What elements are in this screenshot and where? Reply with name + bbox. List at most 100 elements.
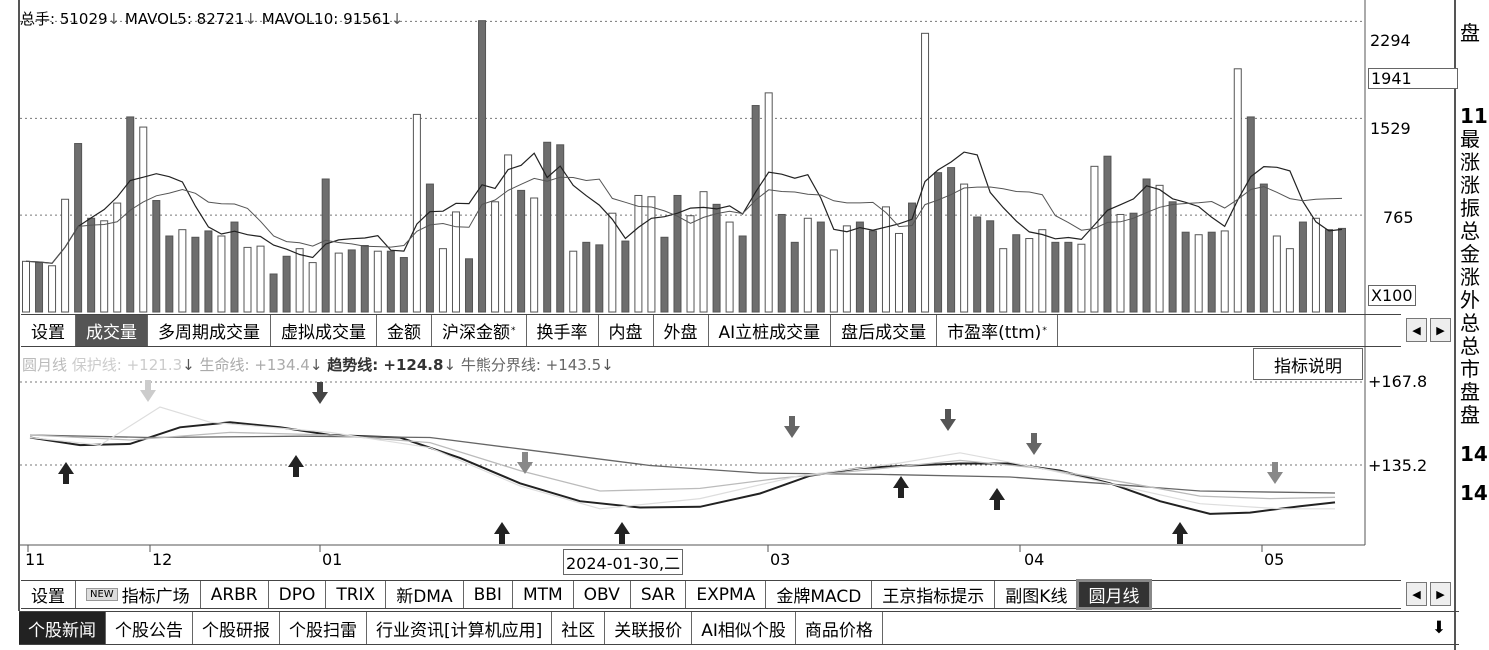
volume-bar <box>1103 155 1112 313</box>
tab2-new-dma[interactable]: 新DMA <box>386 581 464 608</box>
volume-bar <box>1298 221 1307 313</box>
scroll-left-button[interactable]: ◀ <box>1406 318 1427 342</box>
volume-bar <box>517 189 526 313</box>
tab2-sar[interactable]: SAR <box>630 581 687 608</box>
tab-ai-volume[interactable]: AI立桩成交量 <box>708 315 832 346</box>
life-line <box>29 431 1336 500</box>
volume-bar <box>373 250 382 313</box>
tab2-dpo[interactable]: DPO <box>268 581 327 608</box>
tab2-trix[interactable]: TRIX <box>326 581 387 608</box>
tab2-sub-kline[interactable]: 副图K线 <box>995 581 1079 608</box>
indicator-legend: 圆月线 保护线: +121.3↓ 生命线: +134.4↓ 趋势线: +124.… <box>22 356 614 374</box>
tab2-bbi[interactable]: BBI <box>463 581 513 608</box>
down-arrow-icon <box>1267 462 1283 484</box>
volume-bar <box>491 201 500 313</box>
y-label-135: +135.2 <box>1368 456 1428 475</box>
volume-bar <box>1220 230 1229 313</box>
volume-bar <box>74 143 83 313</box>
news-tab-community[interactable]: 社区 <box>552 612 606 644</box>
up-arrow-icon <box>989 488 1005 510</box>
tab-outer-volume[interactable]: 外盘 <box>653 315 709 346</box>
down-arrow-icon <box>312 382 328 404</box>
volume-bar <box>48 265 57 313</box>
volume-bar <box>543 141 552 313</box>
tab2-settings[interactable]: 设置 <box>21 581 76 608</box>
scroll2-left-button[interactable]: ◀ <box>1406 582 1427 606</box>
tab2-moon-line[interactable]: 圆月线 <box>1076 579 1153 610</box>
volume-bar <box>113 202 122 313</box>
tab-volume[interactable]: 成交量 <box>76 315 148 346</box>
mavol5-line <box>25 151 1343 264</box>
tab2-mtm[interactable]: MTM <box>512 581 574 608</box>
tab-turnover[interactable]: 换手率 <box>526 315 599 346</box>
news-tab-announcements[interactable]: 个股公告 <box>106 612 193 644</box>
volume-bar <box>35 262 44 313</box>
news-tab-stock-news[interactable]: 个股新闻 <box>19 612 106 644</box>
volume-bar <box>22 260 30 313</box>
x-label-01: 01 <box>322 550 343 569</box>
tab-multi-period-volume[interactable]: 多周期成交量 <box>148 315 271 346</box>
volume-bar <box>269 273 278 313</box>
bull-bear-line <box>29 434 1336 494</box>
volume-bar <box>1051 241 1060 313</box>
tab-amount[interactable]: 金额 <box>377 315 432 346</box>
tab2-wangjing[interactable]: 王京指标提示 <box>872 581 996 608</box>
volume-bar <box>660 236 669 313</box>
volume-bar <box>999 248 1008 313</box>
volume-bar <box>1077 243 1086 313</box>
tab-virtual-volume[interactable]: 虚拟成交量 <box>271 315 377 346</box>
tab2-expma[interactable]: EXPMA <box>686 581 767 608</box>
indicator-help-button[interactable]: 指标说明 <box>1253 348 1363 380</box>
volume-bar <box>1129 212 1138 313</box>
tab2-gold-macd[interactable]: 金牌MACD <box>766 581 873 608</box>
news-tab-related-quotes[interactable]: 关联报价 <box>605 612 693 644</box>
volume-bar <box>569 250 578 313</box>
tab2-obv[interactable]: OBV <box>573 581 631 608</box>
tab-pe-ttm[interactable]: 市盈率(ttm) * <box>937 315 1058 346</box>
cursor-date-label: 2024-01-30,二 <box>563 549 684 575</box>
news-tab-research[interactable]: 个股研报 <box>193 612 280 644</box>
volume-bar <box>582 241 591 313</box>
download-icon[interactable]: ⬇ <box>1431 618 1447 638</box>
tab-settings[interactable]: 设置 <box>21 315 76 346</box>
tab2-arbr[interactable]: ARBR <box>200 581 269 608</box>
volume-bar <box>139 126 148 313</box>
volume-bar <box>894 232 903 313</box>
volume-bar <box>1064 241 1073 313</box>
x-label-11: 11 <box>25 550 46 569</box>
mavol10-line <box>25 176 1343 264</box>
news-tab-risk-scan[interactable]: 个股扫雷 <box>280 612 367 644</box>
tab2-indicator-square[interactable]: NEW 指标广场 <box>76 581 201 608</box>
scroll-right-button[interactable]: ▶ <box>1430 318 1451 342</box>
volume-bar <box>438 248 447 313</box>
volume-bar <box>425 183 434 313</box>
tab-inner-volume[interactable]: 内盘 <box>598 315 654 346</box>
volume-bar <box>1181 231 1190 313</box>
up-arrow-icon <box>494 522 510 544</box>
volume-bar <box>217 235 226 313</box>
news-tab-industry[interactable]: 行业资讯[计算机应用] <box>367 612 553 644</box>
volume-bar <box>934 172 943 313</box>
scroll2-right-button[interactable]: ▶ <box>1430 582 1451 606</box>
volume-bar <box>973 216 982 313</box>
news-tab-ai-similar[interactable]: AI相似个股 <box>692 612 796 644</box>
y-label-2294: 2294 <box>1370 31 1411 50</box>
tab-shsz-amount[interactable]: 沪深金额 * <box>432 315 527 346</box>
tab-after-hours-volume[interactable]: 盘后成交量 <box>831 315 938 346</box>
down-arrow-icon <box>1026 433 1042 455</box>
volume-bar <box>816 221 825 313</box>
down-arrow-icon <box>140 380 156 402</box>
volume-bar <box>947 167 956 313</box>
volume-bar <box>960 183 969 313</box>
volume-bar <box>1324 229 1333 313</box>
news-tab-commodity[interactable]: 商品价格 <box>795 612 883 644</box>
volume-indicator-tabs: 设置 成交量 多周期成交量 虚拟成交量 金额 沪深金额 * 换手率 内盘 外盘 A… <box>21 314 1401 347</box>
volume-bar <box>412 113 421 313</box>
protect-line <box>29 406 1335 510</box>
volume-bar <box>881 206 890 313</box>
x-label-12: 12 <box>152 550 173 569</box>
volume-bar <box>451 211 460 313</box>
volume-bar <box>100 220 109 313</box>
volume-bar <box>61 198 70 313</box>
volume-bar <box>399 257 408 313</box>
